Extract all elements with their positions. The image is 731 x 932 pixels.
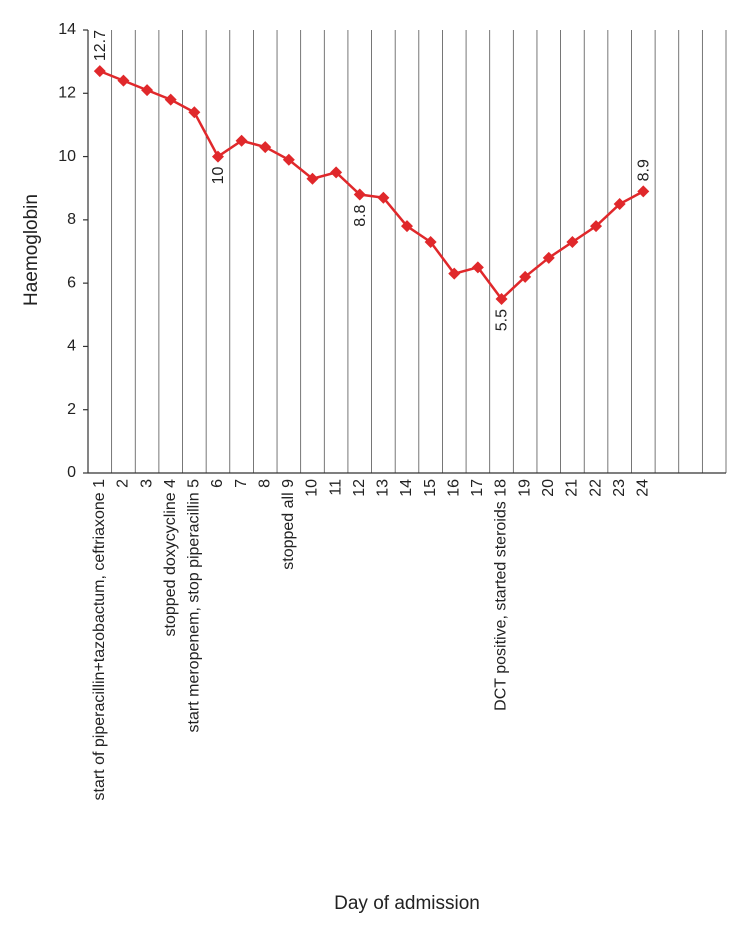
marker xyxy=(519,270,532,283)
marker xyxy=(377,191,390,204)
data-label: 12.7 xyxy=(92,30,109,61)
x-tick-label: 21 xyxy=(564,479,581,497)
marker xyxy=(637,185,650,198)
x-tick-label: 7 xyxy=(233,479,250,488)
y-tick-label: 12 xyxy=(58,85,76,102)
marker xyxy=(542,251,555,264)
marker xyxy=(566,236,579,249)
x-tick-label: 23 xyxy=(611,479,628,497)
x-tick-label: stopped all 9 xyxy=(280,479,297,570)
y-tick-label: 0 xyxy=(67,464,76,481)
y-tick-label: 10 xyxy=(58,148,76,165)
data-label: 8.9 xyxy=(636,159,653,181)
y-axis-label: Haemoglobin xyxy=(21,194,42,306)
marker xyxy=(306,172,319,185)
marker xyxy=(117,74,130,87)
marker xyxy=(282,153,295,166)
x-tick-label: DCT positive, started steroids 18 xyxy=(493,479,510,711)
marker xyxy=(471,261,484,274)
x-tick-label: 10 xyxy=(304,479,321,497)
line xyxy=(99,69,644,301)
data-label: 5.5 xyxy=(494,309,511,331)
marker xyxy=(353,188,366,201)
marker xyxy=(401,220,413,233)
y-tick-label: 2 xyxy=(67,401,76,418)
marker xyxy=(164,93,177,106)
x-tick-label: 19 xyxy=(516,479,533,497)
data-label: 10 xyxy=(210,166,227,184)
x-tick-label: 16 xyxy=(445,479,462,497)
x-tick-label: 6 xyxy=(209,479,226,488)
marker xyxy=(424,236,437,249)
y-tick-label: 8 xyxy=(67,211,76,228)
x-tick-label: 15 xyxy=(422,479,439,497)
marker xyxy=(141,84,154,97)
x-tick-label: 2 xyxy=(115,479,132,488)
y-tick-label: 14 xyxy=(58,21,76,38)
x-tick-label: 20 xyxy=(540,479,557,497)
y-tick-label: 4 xyxy=(67,338,76,355)
marker xyxy=(613,198,626,211)
marker xyxy=(330,166,343,179)
x-tick-label: 17 xyxy=(469,479,486,497)
marker xyxy=(188,106,201,119)
x-tick-label: 22 xyxy=(587,479,604,497)
y-tick-label: 6 xyxy=(67,274,76,291)
x-tick-label: 3 xyxy=(138,479,155,488)
marker xyxy=(495,292,508,305)
x-tick-label: 13 xyxy=(375,479,392,497)
x-tick-label: 11 xyxy=(327,479,344,496)
x-tick-label: 14 xyxy=(398,479,415,497)
x-tick-label: start of piperacillin+tazobactum, ceftri… xyxy=(91,479,108,801)
marker xyxy=(235,134,248,147)
x-tick-label: 8 xyxy=(256,479,273,488)
marker xyxy=(93,65,106,78)
x-tick-label: stopped doxycycline 4 xyxy=(162,479,179,637)
x-axis-label: Day of admission xyxy=(334,893,480,914)
data-label: 8.8 xyxy=(352,204,369,226)
marker xyxy=(448,267,461,280)
marker xyxy=(590,220,603,233)
marker xyxy=(259,141,272,154)
marker xyxy=(211,150,224,163)
x-tick-label: 12 xyxy=(351,479,368,497)
x-tick-label: start meropenem, stop piperacillin 5 xyxy=(186,479,203,733)
x-tick-label: 24 xyxy=(635,479,652,497)
